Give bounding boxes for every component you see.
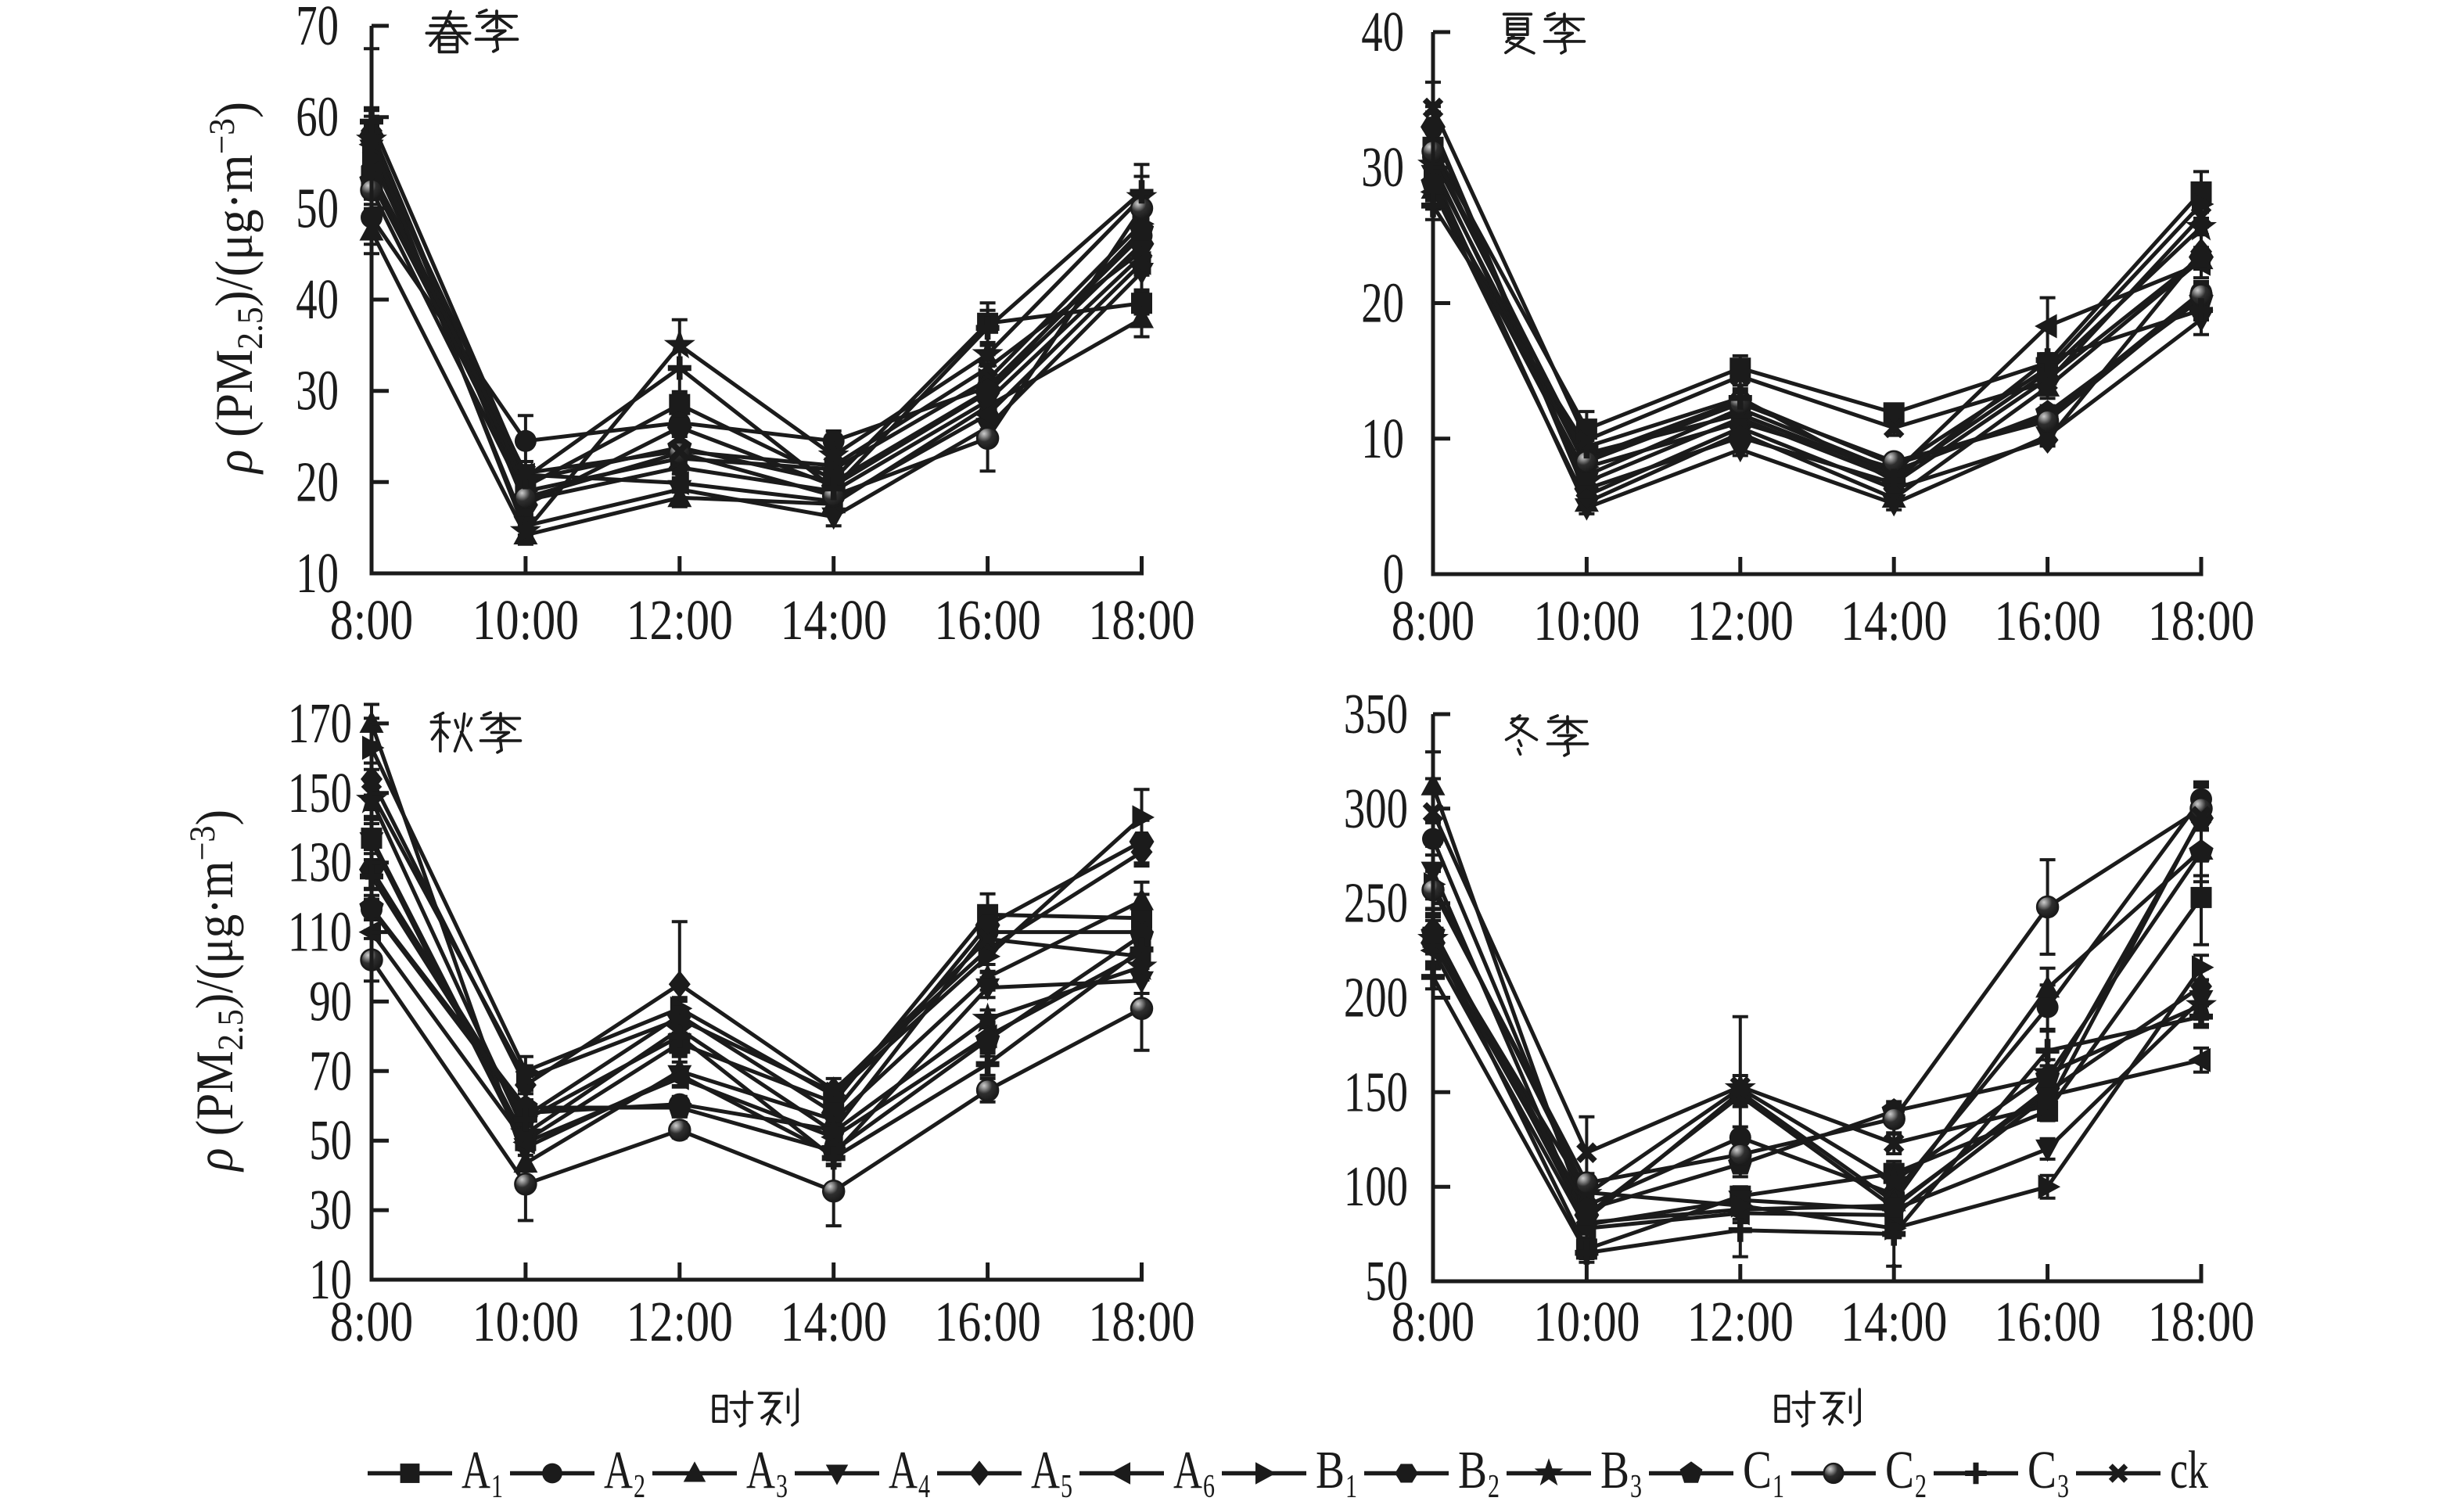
svg-text:170: 170 (288, 691, 352, 755)
svg-text:8:00: 8:00 (330, 588, 413, 652)
svg-text:8:00: 8:00 (330, 1290, 413, 1353)
svg-text:8:00: 8:00 (1392, 589, 1474, 652)
svg-text:16:00: 16:00 (934, 1290, 1040, 1353)
svg-text:A: A (889, 1440, 918, 1499)
svg-text:16:00: 16:00 (934, 588, 1040, 652)
svg-text:130: 130 (288, 831, 352, 894)
svg-text:12:00: 12:00 (1687, 1290, 1794, 1353)
svg-text:60: 60 (296, 85, 339, 149)
svg-text:C: C (1885, 1440, 1914, 1499)
svg-text:16:00: 16:00 (1994, 589, 2100, 652)
svg-text:110: 110 (288, 900, 352, 964)
svg-text:14:00: 14:00 (1841, 1290, 1947, 1353)
svg-text:2: 2 (1488, 1469, 1500, 1505)
svg-text:30: 30 (309, 1178, 352, 1241)
svg-text:14:00: 14:00 (1841, 589, 1947, 652)
svg-text:150: 150 (288, 761, 352, 824)
svg-text:3: 3 (2057, 1469, 2069, 1505)
svg-text:1: 1 (491, 1469, 503, 1505)
svg-text:18:00: 18:00 (1088, 588, 1194, 652)
svg-text:B: B (1600, 1440, 1629, 1499)
svg-text:8:00: 8:00 (1392, 1290, 1474, 1353)
svg-text:12:00: 12:00 (627, 588, 733, 652)
svg-text:70: 70 (309, 1039, 352, 1102)
svg-text:B: B (1458, 1440, 1487, 1499)
svg-text:10:00: 10:00 (1533, 589, 1640, 652)
svg-text:40: 40 (1361, 0, 1404, 63)
svg-text:A: A (604, 1440, 633, 1499)
svg-text:B: B (1316, 1440, 1345, 1499)
svg-text:1: 1 (1345, 1469, 1357, 1505)
svg-text:C: C (2028, 1440, 2056, 1499)
svg-text:10: 10 (1361, 407, 1404, 470)
svg-text:150: 150 (1344, 1060, 1408, 1123)
svg-text:14:00: 14:00 (781, 1290, 887, 1353)
svg-text:14:00: 14:00 (781, 588, 887, 652)
svg-text:10:00: 10:00 (472, 1290, 579, 1353)
svg-text:70: 70 (296, 0, 339, 57)
svg-text:40: 40 (296, 268, 339, 331)
svg-text:ck: ck (2170, 1440, 2208, 1499)
svg-text:ρ (PM2.5)/(μg·m−3): ρ (PM2.5)/(μg·m−3) (182, 810, 251, 1173)
svg-text:20: 20 (1361, 271, 1404, 335)
svg-text:16:00: 16:00 (1994, 1290, 2100, 1353)
svg-text:350: 350 (1344, 682, 1408, 745)
svg-text:50: 50 (296, 176, 339, 239)
svg-text:10: 10 (309, 1248, 352, 1311)
svg-text:18:00: 18:00 (2148, 1290, 2254, 1353)
svg-text:4: 4 (918, 1469, 930, 1505)
svg-text:90: 90 (309, 969, 352, 1033)
svg-text:A: A (462, 1440, 490, 1499)
svg-text:10:00: 10:00 (1533, 1290, 1640, 1353)
svg-text:2: 2 (1915, 1469, 1927, 1505)
svg-text:A: A (746, 1440, 775, 1499)
svg-text:250: 250 (1344, 871, 1408, 935)
svg-text:3: 3 (1630, 1469, 1642, 1505)
svg-text:1: 1 (1773, 1469, 1784, 1505)
svg-text:30: 30 (1361, 135, 1404, 199)
svg-text:18:00: 18:00 (2148, 589, 2254, 652)
svg-text:10: 10 (296, 541, 339, 605)
svg-text:10:00: 10:00 (472, 588, 579, 652)
svg-text:6: 6 (1203, 1469, 1215, 1505)
svg-text:12:00: 12:00 (1687, 589, 1794, 652)
svg-text:30: 30 (296, 359, 339, 422)
svg-text:A: A (1031, 1440, 1060, 1499)
svg-text:100: 100 (1344, 1155, 1408, 1218)
svg-text:12:00: 12:00 (627, 1290, 733, 1353)
svg-text:200: 200 (1344, 966, 1408, 1029)
svg-text:ρ (PM2.5)/(μg·m−3): ρ (PM2.5)/(μg·m−3) (202, 102, 271, 475)
svg-text:300: 300 (1344, 777, 1408, 840)
svg-text:50: 50 (309, 1108, 352, 1172)
svg-text:0: 0 (1383, 542, 1404, 605)
svg-text:2: 2 (634, 1469, 645, 1505)
svg-text:A: A (1173, 1440, 1202, 1499)
svg-text:5: 5 (1061, 1469, 1072, 1505)
svg-text:18:00: 18:00 (1088, 1290, 1194, 1353)
svg-text:20: 20 (296, 450, 339, 513)
svg-text:3: 3 (776, 1469, 788, 1505)
svg-text:C: C (1743, 1440, 1772, 1499)
svg-text:50: 50 (1365, 1249, 1408, 1313)
